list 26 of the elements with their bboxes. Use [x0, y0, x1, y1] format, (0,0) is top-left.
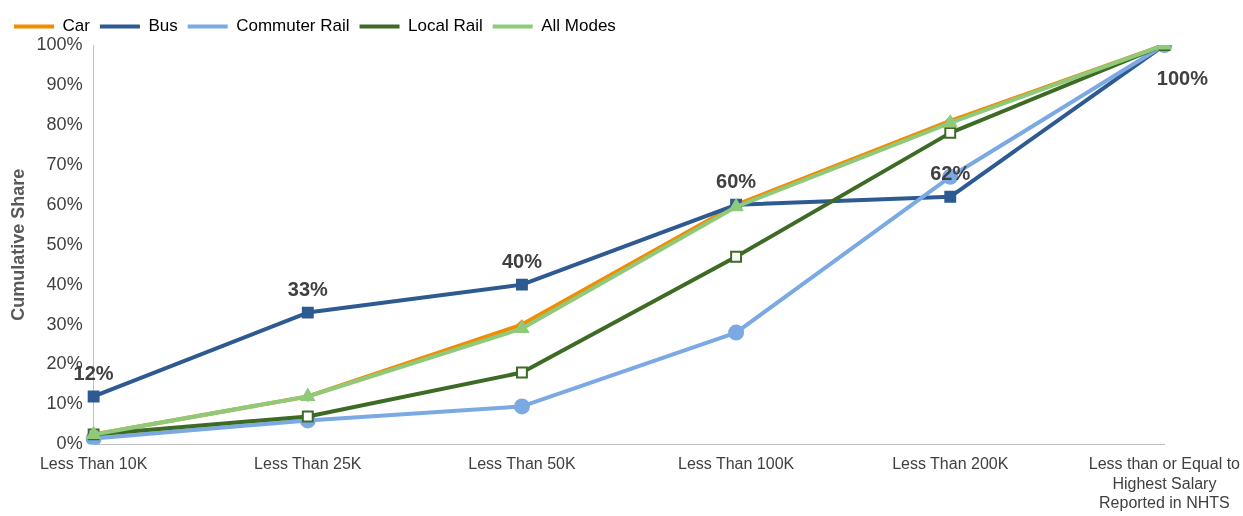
legend-label: Local Rail: [408, 16, 483, 36]
y-tick-label: 30%: [46, 313, 83, 334]
legend-label: Bus: [148, 16, 178, 36]
x-tick-label: Less Than 50K: [468, 455, 576, 473]
y-tick-label: 0%: [56, 433, 83, 454]
y-axis-title: Cumulative Share: [7, 168, 28, 321]
legend-label: All Modes: [541, 16, 616, 36]
x-tick-label: Less Than 10K: [39, 455, 148, 473]
y-tick-label: 40%: [46, 273, 83, 294]
legend-label: Commuter Rail: [236, 16, 350, 36]
y-tick-label: 10%: [46, 393, 83, 414]
data-label: 100%: [1156, 66, 1209, 89]
y-tick-label: 90%: [46, 73, 83, 94]
x-tick-label: Less than or Equal to Highest Salary Reported in NHTS: [1088, 455, 1241, 511]
y-tick-label: 50%: [46, 233, 83, 254]
x-tick-label: Less Than 200K: [892, 455, 1009, 473]
data-label: 40%: [501, 250, 543, 273]
y-tick-label: 70%: [46, 153, 83, 174]
x-tick-label: Less Than 25K: [254, 455, 362, 473]
data-label: 33%: [287, 278, 329, 301]
data-label: 60%: [716, 170, 757, 193]
y-tick-label: 100%: [36, 33, 83, 54]
y-tick-label: 60%: [46, 193, 83, 214]
x-tick-label: Less Than 100K: [677, 455, 795, 473]
legend-label: Car: [62, 16, 91, 36]
y-tick-label: 80%: [46, 113, 83, 134]
